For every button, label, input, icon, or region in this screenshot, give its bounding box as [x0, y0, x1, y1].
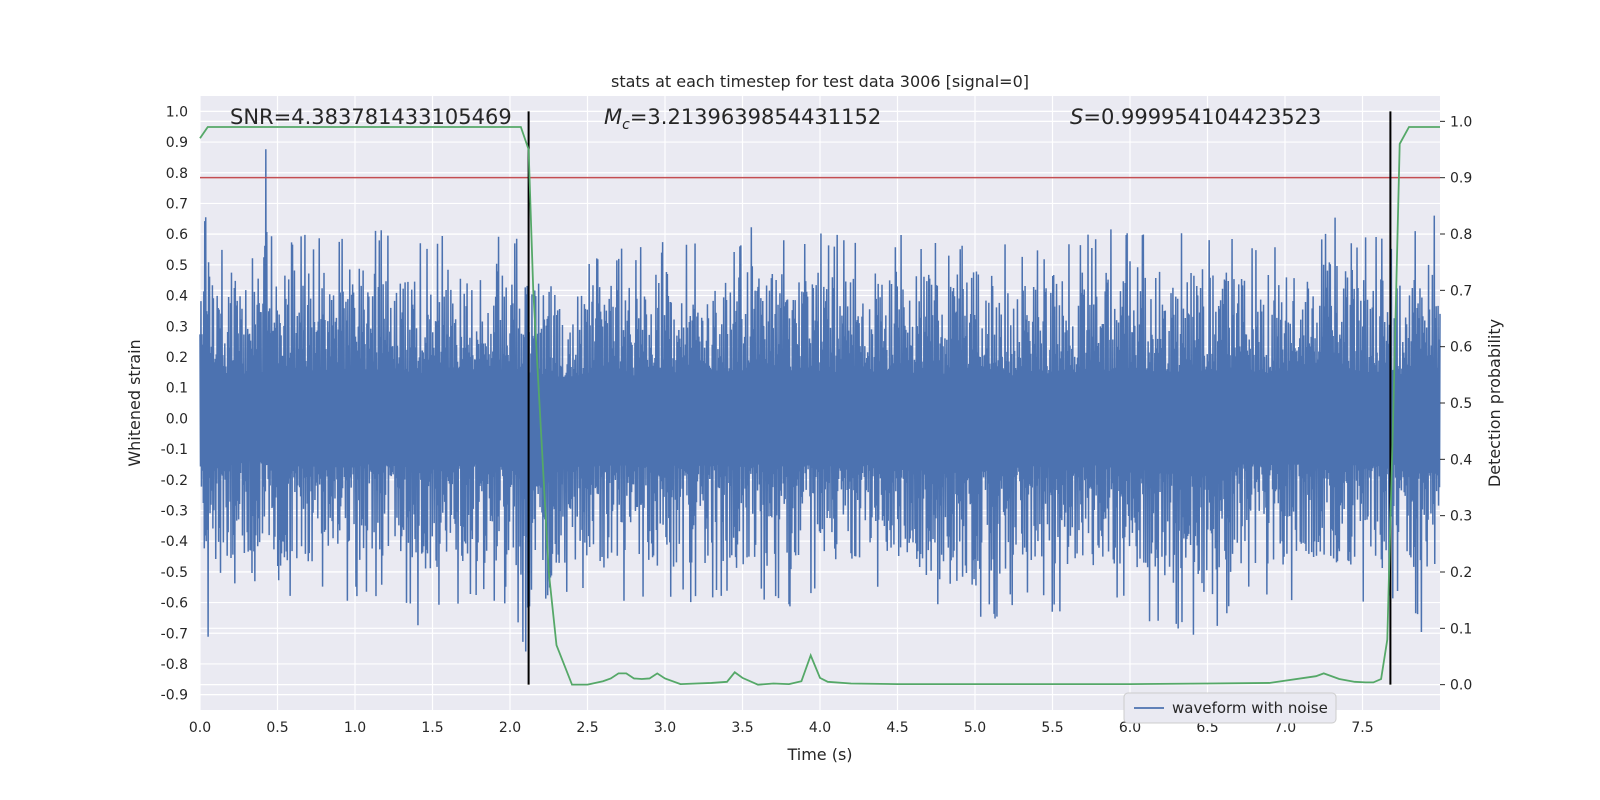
- x-tick-label: 0.5: [266, 720, 288, 736]
- y-tick-label: -0.9: [161, 688, 188, 704]
- x-tick-label: 7.0: [1274, 720, 1296, 736]
- probability-line: [199, 126, 1440, 686]
- y-tick-label: -0.7: [161, 626, 188, 642]
- x-tick-label: 0.0: [189, 720, 211, 736]
- y2-tick-label: 0.1: [1450, 621, 1472, 637]
- x-tick-label: 5.0: [964, 720, 986, 736]
- y-tick-label: -0.5: [161, 565, 188, 581]
- x-tick-label: 4.0: [809, 720, 831, 736]
- y2-tick-label: 0.6: [1450, 340, 1472, 356]
- y-tick-label: 0.7: [166, 196, 188, 212]
- x-tick-label: 1.0: [344, 720, 366, 736]
- mc-value: =3.2139639854431152: [630, 105, 881, 129]
- x-axis-label: Time (s): [786, 745, 852, 764]
- y2-axis-label: Detection probability: [1485, 319, 1504, 487]
- x-tick-label: 4.5: [886, 720, 908, 736]
- y-axis-label: Whitened strain: [125, 339, 144, 466]
- x-tick-label: 2.5: [576, 720, 598, 736]
- snr-annotation: SNR=4.383781433105469: [230, 105, 512, 129]
- y-tick-label: 0.9: [166, 135, 188, 151]
- mc-symbol: M: [604, 105, 622, 129]
- y-tick-label: 0.1: [166, 381, 188, 397]
- mc-annotation: Mc=3.2139639854431152: [604, 105, 881, 133]
- mc-subscript: c: [622, 117, 630, 133]
- s-symbol: S: [1070, 105, 1083, 129]
- y2-tick-label: 0.7: [1450, 283, 1472, 299]
- x-tick-label: 7.5: [1351, 720, 1373, 736]
- y2-tick-label: 0.9: [1450, 171, 1472, 187]
- y2-tick-label: 0.0: [1450, 678, 1472, 694]
- x-tick-label: 1.5: [421, 720, 443, 736]
- x-tick-label: 3.0: [654, 720, 676, 736]
- y2-tick-label: 1.0: [1450, 114, 1472, 130]
- legend-box: [1123, 692, 1337, 724]
- y-tick-label: 0.5: [166, 258, 188, 274]
- y2-tick-label: 0.5: [1450, 396, 1472, 412]
- y-tick-label: -0.1: [161, 442, 188, 458]
- x-tick-label: 2.0: [499, 720, 521, 736]
- s-annotation: S=0.999954104423523: [1070, 105, 1321, 129]
- y2-tick-label: 0.3: [1450, 509, 1472, 525]
- y-tick-label: 0.8: [166, 166, 188, 182]
- x-tick-label: 5.5: [1041, 720, 1063, 736]
- waveform-line: [199, 149, 1441, 652]
- x-tick-label: 3.5: [731, 720, 753, 736]
- y-tick-label: -0.6: [161, 596, 188, 612]
- probability-series: [199, 126, 1440, 686]
- y2-tick-label: 0.2: [1450, 565, 1472, 581]
- y-tick-label: -0.8: [161, 657, 188, 673]
- y-tick-label: -0.4: [161, 534, 188, 550]
- x-tick-label: 6.0: [1119, 720, 1141, 736]
- y-tick-label: -0.2: [161, 473, 188, 489]
- y-tick-label: 0.3: [166, 319, 188, 335]
- y-tick-label: 0.2: [166, 350, 188, 366]
- y2-tick-label: 0.8: [1450, 227, 1472, 243]
- legend-entry-waveform: waveform with noise: [1172, 699, 1328, 717]
- s-value: =0.999954104423523: [1083, 105, 1321, 129]
- y-tick-label: 0.0: [166, 411, 188, 427]
- waveform-series: [199, 149, 1441, 652]
- legend: waveform with noise: [1123, 692, 1337, 724]
- y-tick-label: 0.4: [166, 289, 188, 305]
- tick-labels: 0.0 0.5 1.0 1.5 2.0 2.5 3.0 3.5 4.0 4.5 5.0 5.5 6.0 6…: [161, 104, 1473, 736]
- vlines: [527, 111, 1392, 685]
- y-tick-label: 0.6: [166, 227, 188, 243]
- y2-tick-label: 0.4: [1450, 452, 1472, 468]
- chart-title: stats at each timestep for test data 300…: [611, 72, 1029, 91]
- y-tick-label: 1.0: [166, 104, 188, 120]
- x-tick-label: 6.5: [1196, 720, 1218, 736]
- y-tick-label: -0.3: [161, 503, 188, 519]
